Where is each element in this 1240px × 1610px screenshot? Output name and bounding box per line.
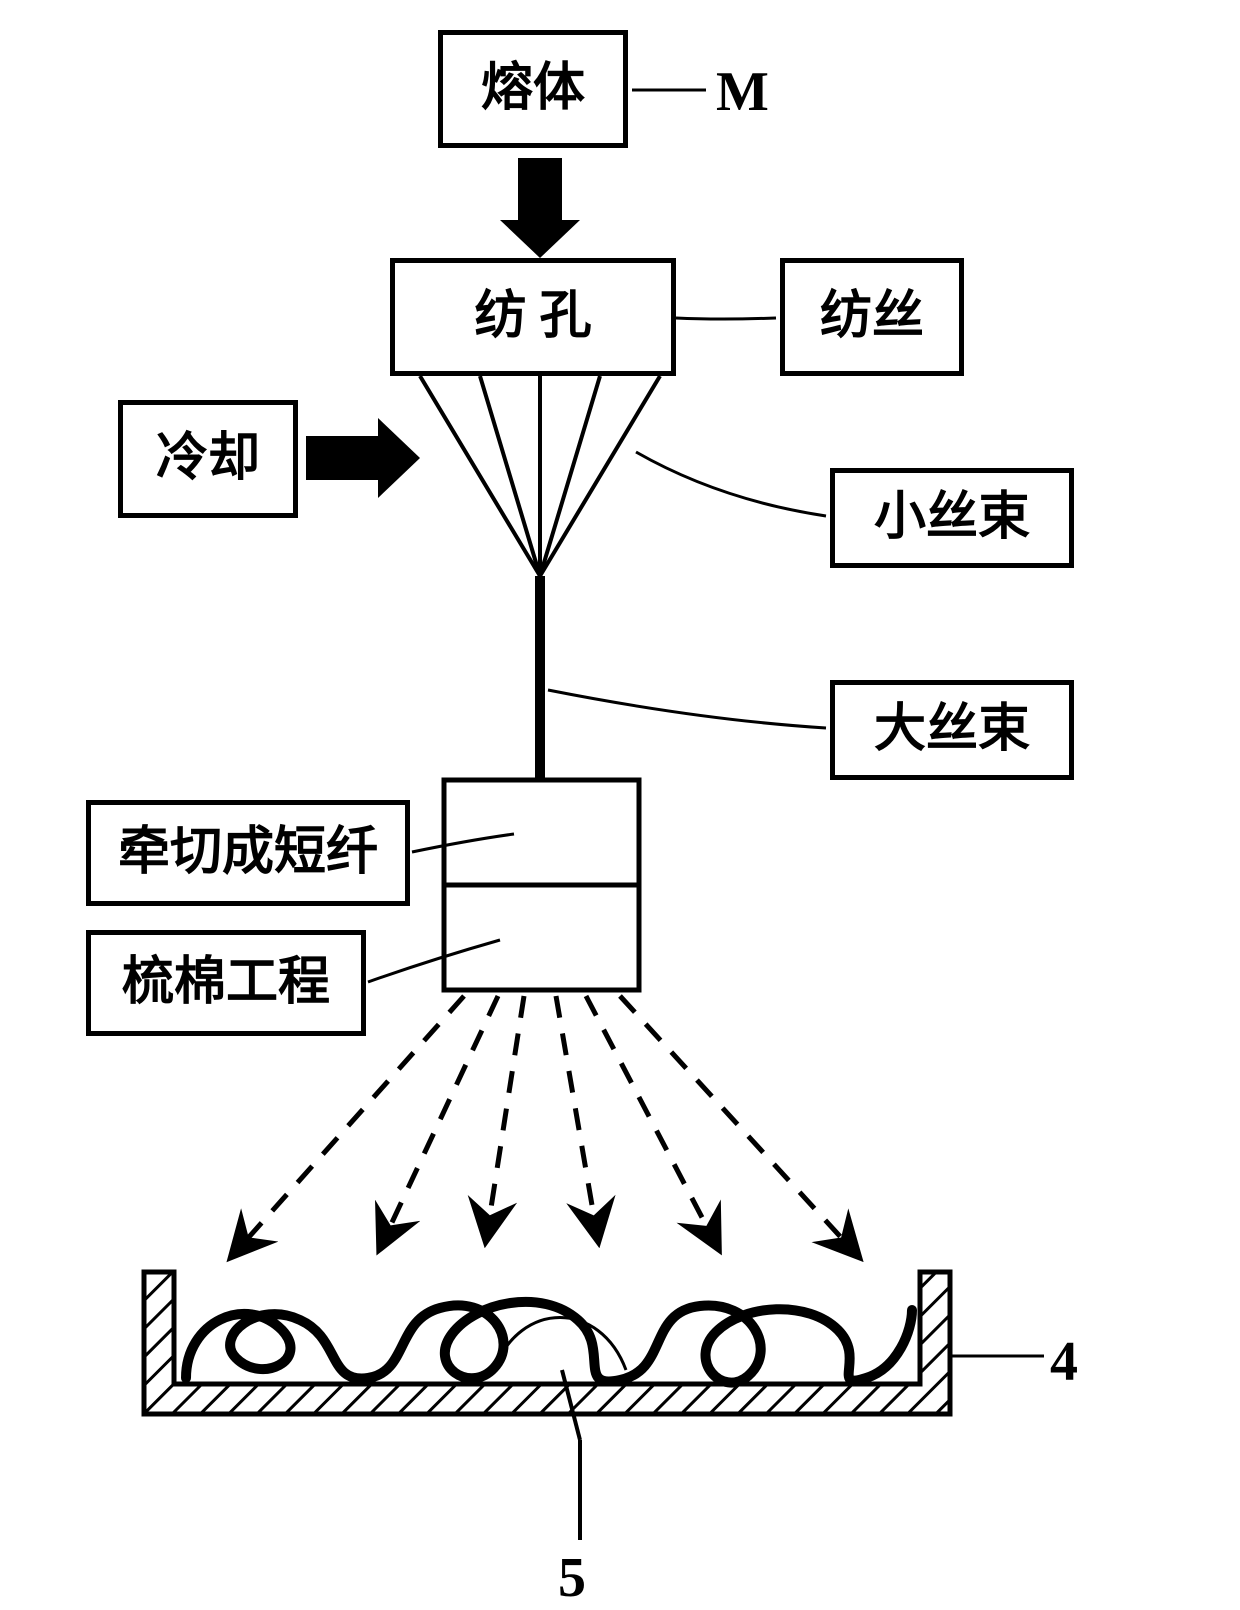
box-stretch-cut: 牵切成短纤 [86, 800, 410, 906]
box-melt: 熔体 [438, 30, 628, 148]
leader-carding [368, 940, 500, 982]
box-carding-label: 梳棉工程 [122, 957, 330, 1009]
box-spin-hole: 纺 孔 [390, 258, 676, 376]
box-cooling-label: 冷却 [156, 433, 260, 485]
filaments-small-tow [420, 376, 660, 576]
leader-spinning [676, 318, 776, 319]
leader-5 [562, 1370, 580, 1540]
collection-tray [144, 1272, 950, 1414]
box-carding: 梳棉工程 [86, 930, 366, 1036]
arrow-melt-to-spin [500, 158, 580, 258]
box-small-tow-label: 小丝束 [874, 492, 1030, 544]
arrow-cooling-to-filaments [306, 418, 420, 498]
box-large-tow: 大丝束 [830, 680, 1074, 780]
box-spin-hole-label: 纺 孔 [474, 291, 591, 343]
box-cooling: 冷却 [118, 400, 298, 518]
ref-label-4: 4 [1050, 1330, 1078, 1394]
box-spinning: 纺丝 [780, 258, 964, 376]
leader-large-tow [548, 690, 826, 728]
processing-box [444, 780, 639, 990]
fibre-strand-highlight [494, 1318, 626, 1371]
box-large-tow-label: 大丝束 [874, 704, 1030, 756]
leader-stretch-cut [412, 834, 514, 852]
box-small-tow: 小丝束 [830, 468, 1074, 568]
box-melt-label: 熔体 [481, 63, 585, 115]
leader-small-tow [636, 452, 826, 516]
box-spinning-label: 纺丝 [820, 291, 924, 343]
box-stretch-cut-label: 牵切成短纤 [118, 827, 378, 879]
ref-label-5: 5 [558, 1546, 586, 1610]
ref-label-m: M [716, 60, 769, 124]
diagram-root: 熔体 纺 孔 纺丝 冷却 小丝束 大丝束 牵切成短纤 梳棉工程 M 4 5 [0, 0, 1240, 1600]
fibres-in-tray [186, 1302, 912, 1383]
